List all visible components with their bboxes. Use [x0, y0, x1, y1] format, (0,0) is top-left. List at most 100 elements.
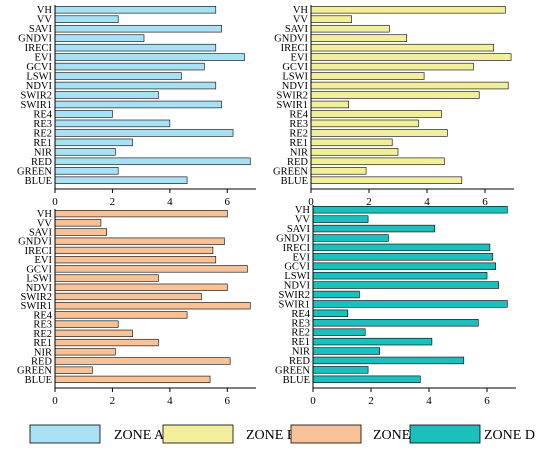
tick-label-zone-d-re2: RE2 — [291, 328, 310, 339]
bar-zone-b-savi — [310, 24, 390, 33]
bar-zone-b-blue — [310, 176, 463, 184]
bar-zone-a-nir — [54, 148, 116, 156]
bar-zone-a-savi — [54, 24, 222, 33]
tick-label-zone-a-re4: RE4 — [33, 109, 52, 120]
tick-label-zone-c-savi: SAVI — [29, 228, 53, 239]
tick-label-zone-a-gndvi: GNDVI — [18, 34, 52, 45]
bar-zone-c-gndvi — [54, 237, 225, 245]
legend-item-zone-b: ZONE B — [162, 424, 296, 444]
tick-label-zone-d-evi: EVI — [293, 252, 311, 263]
bar-zone-d-gndvi — [312, 234, 389, 242]
legend-item-zone-d: ZONE D — [409, 424, 535, 444]
bar-zone-c-ireci — [54, 246, 214, 255]
bar-zone-b-green — [310, 167, 367, 175]
x-tick-label-zone-d-2: 2 — [368, 395, 374, 407]
bar-zone-d-vv — [312, 215, 369, 223]
bar-zone-a-gcvi — [54, 62, 205, 71]
bar-zone-a-ireci — [54, 43, 217, 52]
tick-label-zone-d-savi: SAVI — [287, 224, 311, 235]
bar-zone-d-ndvi — [312, 281, 499, 289]
bar-zone-d-re4 — [312, 309, 349, 318]
bar-zone-d-red — [312, 356, 465, 365]
bar-zone-a-vh — [54, 6, 217, 14]
panel-zone-d: VHVVSAVIGNDVIIRECIEVIGCVILSWINDVISWIR2SW… — [275, 205, 516, 407]
tick-label-zone-d-green: GREEN — [275, 365, 310, 376]
bar-zone-b-swir1 — [310, 100, 350, 109]
bar-zone-b-red — [310, 157, 445, 166]
bar-zone-c-re1 — [54, 338, 159, 347]
tick-label-zone-d-red: RED — [289, 356, 310, 367]
tick-label-zone-a-green: GREEN — [17, 166, 52, 177]
tick-label-zone-c-swir1: SWIR1 — [21, 301, 53, 312]
tick-label-zone-c-evi: EVI — [35, 255, 53, 266]
bar-zone-d-vh — [312, 206, 508, 214]
tick-label-zone-a-re3: RE3 — [33, 119, 52, 130]
tick-label-zone-a-re1: RE1 — [33, 138, 52, 149]
tick-label-zone-a-re2: RE2 — [33, 128, 52, 139]
bar-zone-a-lswi — [54, 72, 182, 80]
tick-label-zone-b-swir1: SWIR1 — [277, 100, 309, 111]
tick-label-zone-c-vh: VH — [37, 209, 53, 220]
tick-label-zone-b-savi: SAVI — [285, 24, 309, 35]
x-tick-label-zone-b-2: 2 — [366, 196, 372, 208]
bar-zone-b-evi — [310, 53, 512, 61]
tick-label-zone-b-nir: NIR — [290, 147, 308, 158]
tick-label-zone-a-red: RED — [31, 157, 52, 168]
bar-zone-a-swir2 — [54, 91, 159, 99]
x-tick-label-zone-c-4: 4 — [167, 395, 173, 407]
x-tick-label-zone-a-4: 4 — [167, 196, 173, 208]
tick-label-zone-a-evi: EVI — [35, 53, 53, 64]
legend-label-zone-d: ZONE D — [484, 428, 535, 443]
tick-label-zone-d-re1: RE1 — [291, 337, 310, 348]
tick-label-zone-d-re3: RE3 — [291, 318, 310, 329]
tick-label-zone-b-lswi: LSWI — [282, 72, 308, 83]
tick-label-zone-c-ndvi: NDVI — [26, 283, 53, 294]
tick-label-zone-d-ndvi: NDVI — [284, 281, 311, 292]
tick-label-zone-d-gndvi: GNDVI — [276, 233, 310, 244]
tick-label-zone-c-lswi: LSWI — [26, 274, 52, 285]
bar-zone-b-gndvi — [310, 34, 407, 42]
x-tick-label-zone-c-0: 0 — [52, 395, 58, 407]
tick-label-zone-c-blue: BLUE — [25, 375, 52, 386]
tick-label-zone-b-re2: RE2 — [289, 128, 308, 139]
bar-zone-a-red — [54, 157, 251, 166]
bar-zone-b-vv — [310, 15, 352, 23]
bar-zone-d-ireci — [312, 243, 491, 252]
tick-label-zone-a-lswi: LSWI — [26, 72, 52, 83]
bar-zone-a-re1 — [54, 138, 133, 147]
bar-zone-d-blue — [312, 375, 421, 383]
tick-label-zone-a-gcvi: GCVI — [26, 62, 52, 73]
tick-label-zone-d-vv: VV — [295, 215, 311, 226]
tick-label-zone-c-vv: VV — [37, 218, 53, 229]
bar-zone-c-vv — [54, 219, 102, 227]
bar-zone-c-lswi — [54, 274, 159, 282]
bar-zone-a-blue — [54, 176, 188, 184]
legend: ZONE A ZONE B ZONE C ZONE D — [29, 424, 535, 444]
bar-zone-b-re3 — [310, 119, 419, 128]
bar-zone-b-swir2 — [310, 91, 480, 99]
panel-zone-b: VHVVSAVIGNDVIIRECIEVIGCVILSWINDVISWIR2SW… — [273, 5, 514, 208]
bar-zone-a-re2 — [54, 129, 234, 137]
bar-zone-b-ireci — [310, 43, 494, 52]
legend-item-zone-a: ZONE A — [29, 424, 165, 444]
bar-zone-c-vh — [54, 209, 228, 218]
x-tick-label-zone-a-2: 2 — [110, 196, 116, 208]
tick-label-zone-b-green: GREEN — [273, 166, 308, 177]
bar-zone-c-nir — [54, 348, 116, 356]
tick-label-zone-a-ireci: IRECI — [25, 43, 53, 54]
bar-zone-a-gndvi — [54, 34, 145, 42]
tick-label-zone-c-green: GREEN — [17, 366, 52, 377]
panel-zone-a: VHVVSAVIGNDVIIRECIEVIGCVILSWINDVISWIR2SW… — [17, 5, 256, 208]
tick-label-zone-c-re2: RE2 — [33, 329, 52, 340]
bar-zone-d-green — [312, 366, 369, 374]
bar-zone-c-re2 — [54, 329, 133, 337]
tick-label-zone-b-re4: RE4 — [289, 109, 308, 120]
bar-zone-b-gcvi — [310, 62, 474, 71]
bar-zone-c-ndvi — [54, 283, 228, 291]
x-tick-label-zone-d-6: 6 — [484, 395, 490, 407]
tick-label-zone-c-red: RED — [31, 356, 52, 367]
tick-label-zone-b-evi: EVI — [291, 53, 309, 64]
bar-zone-d-savi — [312, 224, 436, 233]
bar-zone-b-re1 — [310, 138, 393, 147]
